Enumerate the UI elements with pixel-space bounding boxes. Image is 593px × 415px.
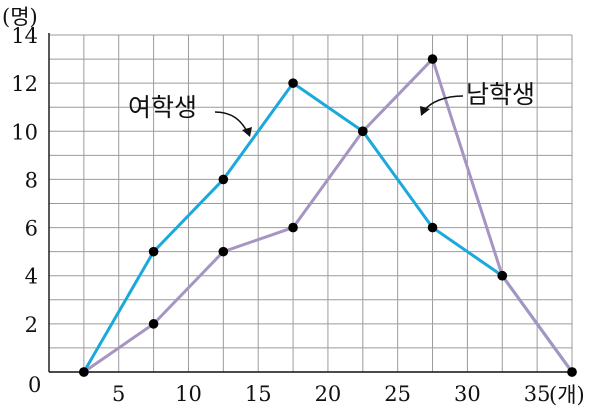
series-label-female-arrowhead [242,127,252,137]
data-point-male [79,367,89,377]
labels: (명) (개) 0 여학생 남학생 5 10 15 20 25 30 35 2 4 6 8 10 12 1… [2,5,585,407]
x-tick-label: 25 [384,382,411,406]
x-tick-label: 5 [112,382,125,406]
series-label-female: 여학생 [128,93,197,122]
data-point-male [497,270,508,281]
y-tick-label: 12 [11,72,38,96]
x-tick-label: 30 [454,382,481,406]
data-point-male [288,222,298,233]
data-point-male [358,126,368,137]
series-label-male-pointer [423,95,464,112]
series-label-male: 남학생 [466,80,535,109]
y-tick-label: 4 [25,265,38,289]
x-tick-label: 35 [524,382,551,406]
grid [49,34,573,372]
origin-label: 0 [28,373,41,397]
data-point-female [427,222,438,233]
series-line-female [82,81,574,374]
x-tick-label: 10 [175,382,202,406]
x-tick-label: 15 [245,382,272,406]
y-tick-label: 6 [25,217,38,241]
data-point-male [148,319,159,329]
data-point-female [218,174,229,185]
y-tick-label: 14 [11,24,38,48]
data-point-female [148,246,159,257]
data-point-male [427,54,438,64]
data-point-female [288,78,298,88]
x-tick-label: 20 [315,382,342,406]
y-tick-label: 2 [25,313,38,337]
data-point-male [567,367,577,377]
series-line-male [82,57,574,374]
x-axis-unit: (개) [549,383,585,407]
series-lines [79,54,577,377]
y-axis-unit: (명) [2,5,38,29]
data-point-male [218,246,229,257]
series-label-male-arrowhead [420,106,430,116]
axes [48,33,572,373]
y-tick-label: 8 [25,168,38,192]
y-tick-label: 10 [11,120,38,144]
